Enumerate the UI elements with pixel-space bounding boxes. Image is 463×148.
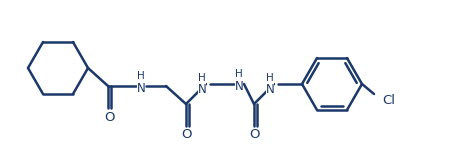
Text: H: H [266, 73, 273, 83]
Text: N: N [265, 82, 274, 95]
Text: N: N [197, 82, 206, 95]
Text: H: H [198, 73, 206, 83]
Text: H: H [137, 71, 144, 81]
Text: H: H [235, 69, 242, 79]
Text: O: O [181, 128, 192, 141]
Text: Cl: Cl [381, 94, 394, 107]
Text: O: O [249, 128, 260, 141]
Text: N: N [234, 79, 243, 92]
Text: N: N [136, 82, 145, 95]
Text: O: O [104, 111, 114, 123]
